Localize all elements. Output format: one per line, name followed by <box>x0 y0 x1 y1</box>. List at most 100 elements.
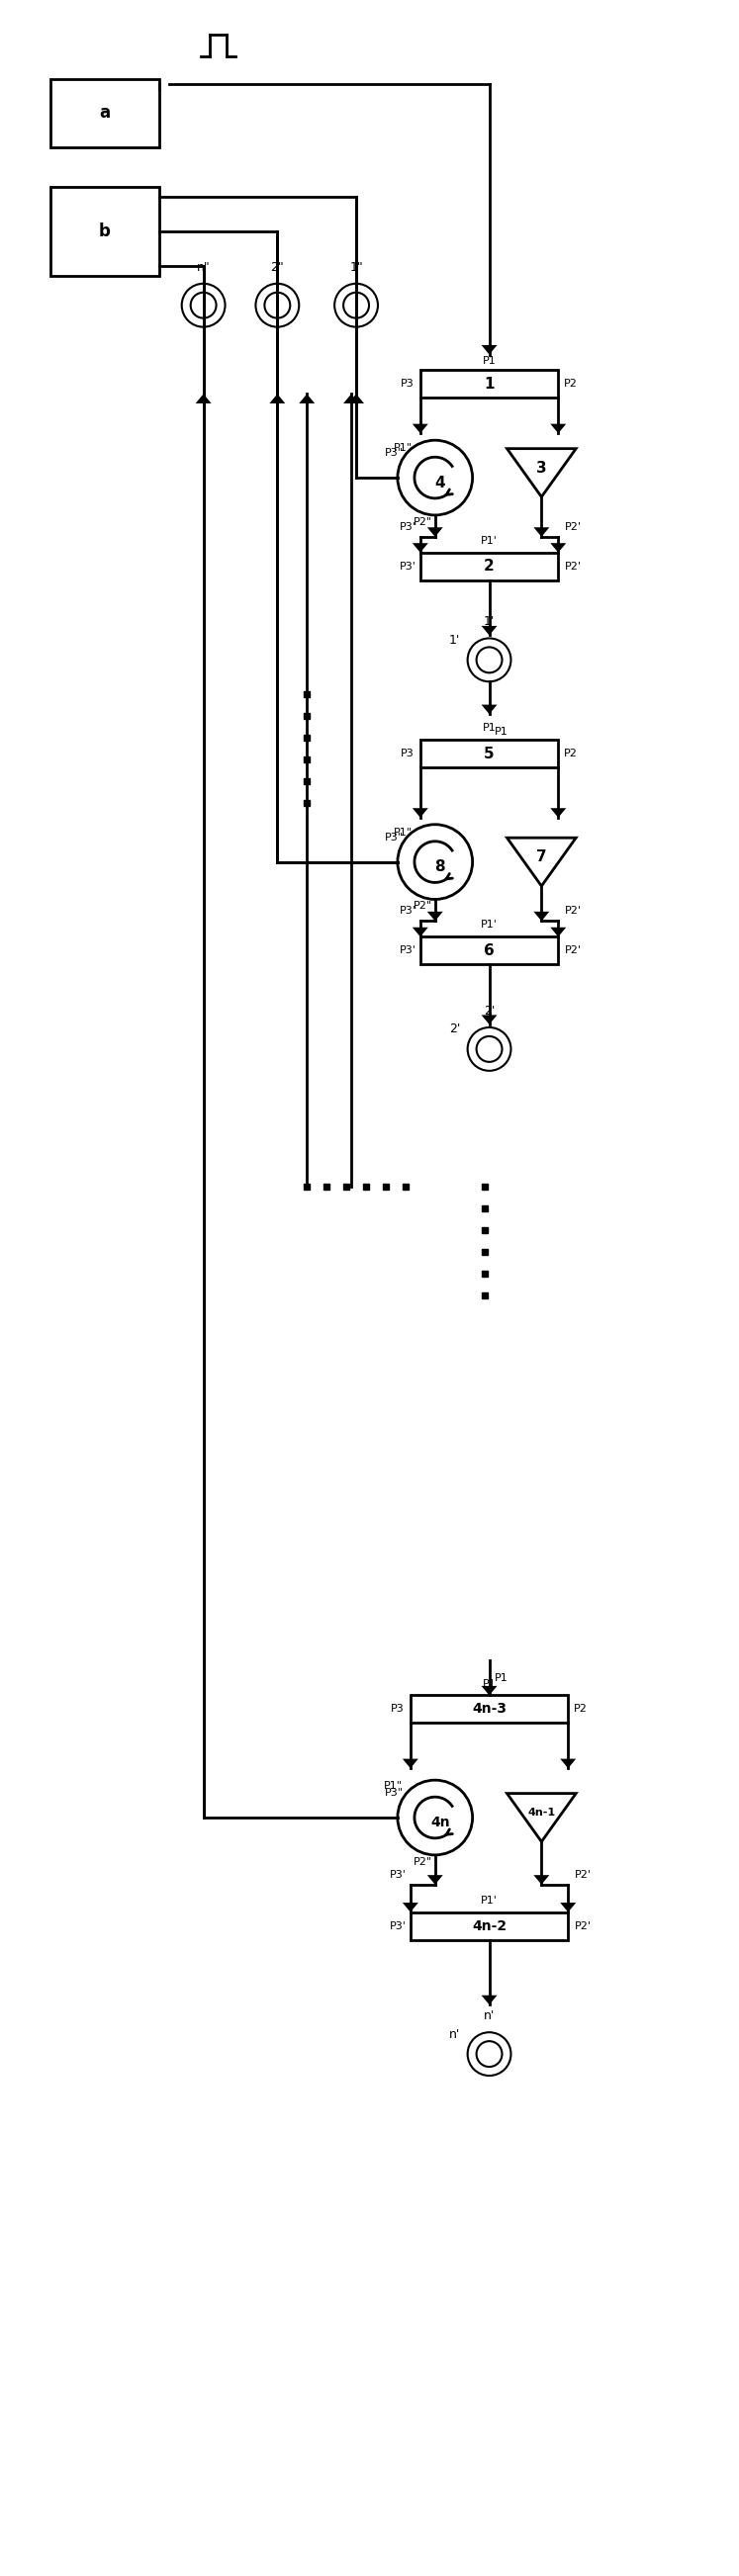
Circle shape <box>468 1028 511 1072</box>
Text: 1': 1' <box>449 634 460 647</box>
Text: P1": P1" <box>394 443 412 453</box>
Text: 2': 2' <box>449 1023 460 1036</box>
Bar <box>420 938 558 963</box>
Circle shape <box>256 283 299 327</box>
Polygon shape <box>403 1904 418 1911</box>
Text: 4n-2: 4n-2 <box>472 1919 507 1932</box>
Polygon shape <box>551 927 566 938</box>
Polygon shape <box>348 394 364 404</box>
Bar <box>51 188 159 276</box>
Circle shape <box>265 294 290 317</box>
Text: P3: P3 <box>401 379 415 389</box>
Text: P2: P2 <box>564 750 578 757</box>
Circle shape <box>398 824 472 899</box>
Text: P3": P3" <box>384 832 403 842</box>
Text: b: b <box>99 222 111 240</box>
Text: 3: 3 <box>537 461 547 474</box>
Text: P1": P1" <box>384 1780 403 1790</box>
Polygon shape <box>196 394 211 404</box>
Polygon shape <box>344 394 359 404</box>
Text: 1: 1 <box>484 376 494 392</box>
Polygon shape <box>403 1759 418 1767</box>
Text: P2": P2" <box>414 518 432 528</box>
Text: 4: 4 <box>435 474 445 489</box>
Text: P3': P3' <box>399 907 416 917</box>
Polygon shape <box>560 1904 576 1911</box>
Polygon shape <box>412 425 428 433</box>
Polygon shape <box>481 1015 497 1025</box>
Text: 7: 7 <box>537 850 547 866</box>
Polygon shape <box>427 912 443 922</box>
Circle shape <box>398 440 472 515</box>
Text: P2": P2" <box>414 902 432 912</box>
Text: P3': P3' <box>399 562 416 572</box>
Bar <box>420 554 558 580</box>
Text: 2: 2 <box>484 559 494 574</box>
Circle shape <box>477 647 502 672</box>
Polygon shape <box>481 345 497 355</box>
Text: P2': P2' <box>565 907 582 917</box>
Circle shape <box>468 2032 511 2076</box>
Text: P2": P2" <box>414 1857 432 1868</box>
Text: n': n' <box>483 2009 495 2022</box>
Polygon shape <box>507 1793 576 1842</box>
Bar <box>420 739 558 768</box>
Bar <box>410 1911 568 1940</box>
Text: P2': P2' <box>574 1870 591 1880</box>
Polygon shape <box>427 528 443 536</box>
Polygon shape <box>299 394 315 404</box>
Polygon shape <box>427 1875 443 1886</box>
Text: 1": 1" <box>350 260 363 273</box>
Text: 2': 2' <box>483 1005 495 1018</box>
Text: P3': P3' <box>389 1922 406 1932</box>
Bar <box>410 1695 568 1723</box>
Text: P1': P1' <box>481 536 497 546</box>
Polygon shape <box>551 544 566 554</box>
Polygon shape <box>551 809 566 817</box>
Text: P3": P3" <box>384 1788 403 1798</box>
Circle shape <box>477 1036 502 1061</box>
Text: P3: P3 <box>391 1705 404 1713</box>
Text: P1: P1 <box>483 724 496 732</box>
Text: P2': P2' <box>565 523 582 531</box>
Text: n": n" <box>197 260 210 273</box>
Text: P2: P2 <box>574 1705 588 1713</box>
Text: P1': P1' <box>481 1896 497 1906</box>
Circle shape <box>344 294 369 317</box>
Text: 8: 8 <box>435 860 445 873</box>
Polygon shape <box>481 706 497 714</box>
Bar <box>420 371 558 397</box>
Polygon shape <box>534 1875 549 1886</box>
Polygon shape <box>412 544 428 554</box>
Polygon shape <box>551 425 566 433</box>
Polygon shape <box>507 448 576 497</box>
Text: P1: P1 <box>494 1672 508 1682</box>
Text: P1: P1 <box>494 726 508 737</box>
Text: P1: P1 <box>483 355 496 366</box>
Text: 1': 1' <box>483 616 495 629</box>
Text: 4n: 4n <box>430 1816 449 1829</box>
Bar <box>51 80 159 147</box>
Text: P3': P3' <box>389 1870 406 1880</box>
Text: 4n-1: 4n-1 <box>528 1808 556 1819</box>
Polygon shape <box>560 1759 576 1767</box>
Text: P1': P1' <box>481 920 497 930</box>
Circle shape <box>335 283 378 327</box>
Polygon shape <box>481 1996 497 2004</box>
Text: 4n-3: 4n-3 <box>472 1703 506 1716</box>
Polygon shape <box>507 837 576 886</box>
Circle shape <box>477 2040 502 2066</box>
Polygon shape <box>481 626 497 636</box>
Polygon shape <box>412 927 428 938</box>
Text: P3": P3" <box>384 448 403 459</box>
Polygon shape <box>481 1685 497 1695</box>
Polygon shape <box>534 912 549 922</box>
Text: 5: 5 <box>484 747 494 760</box>
Text: P3': P3' <box>399 523 416 531</box>
Text: P2': P2' <box>565 945 582 956</box>
Text: n': n' <box>449 2027 460 2040</box>
Text: P2': P2' <box>574 1922 591 1932</box>
Polygon shape <box>412 809 428 817</box>
Circle shape <box>191 294 217 317</box>
Text: P3: P3 <box>401 750 415 757</box>
